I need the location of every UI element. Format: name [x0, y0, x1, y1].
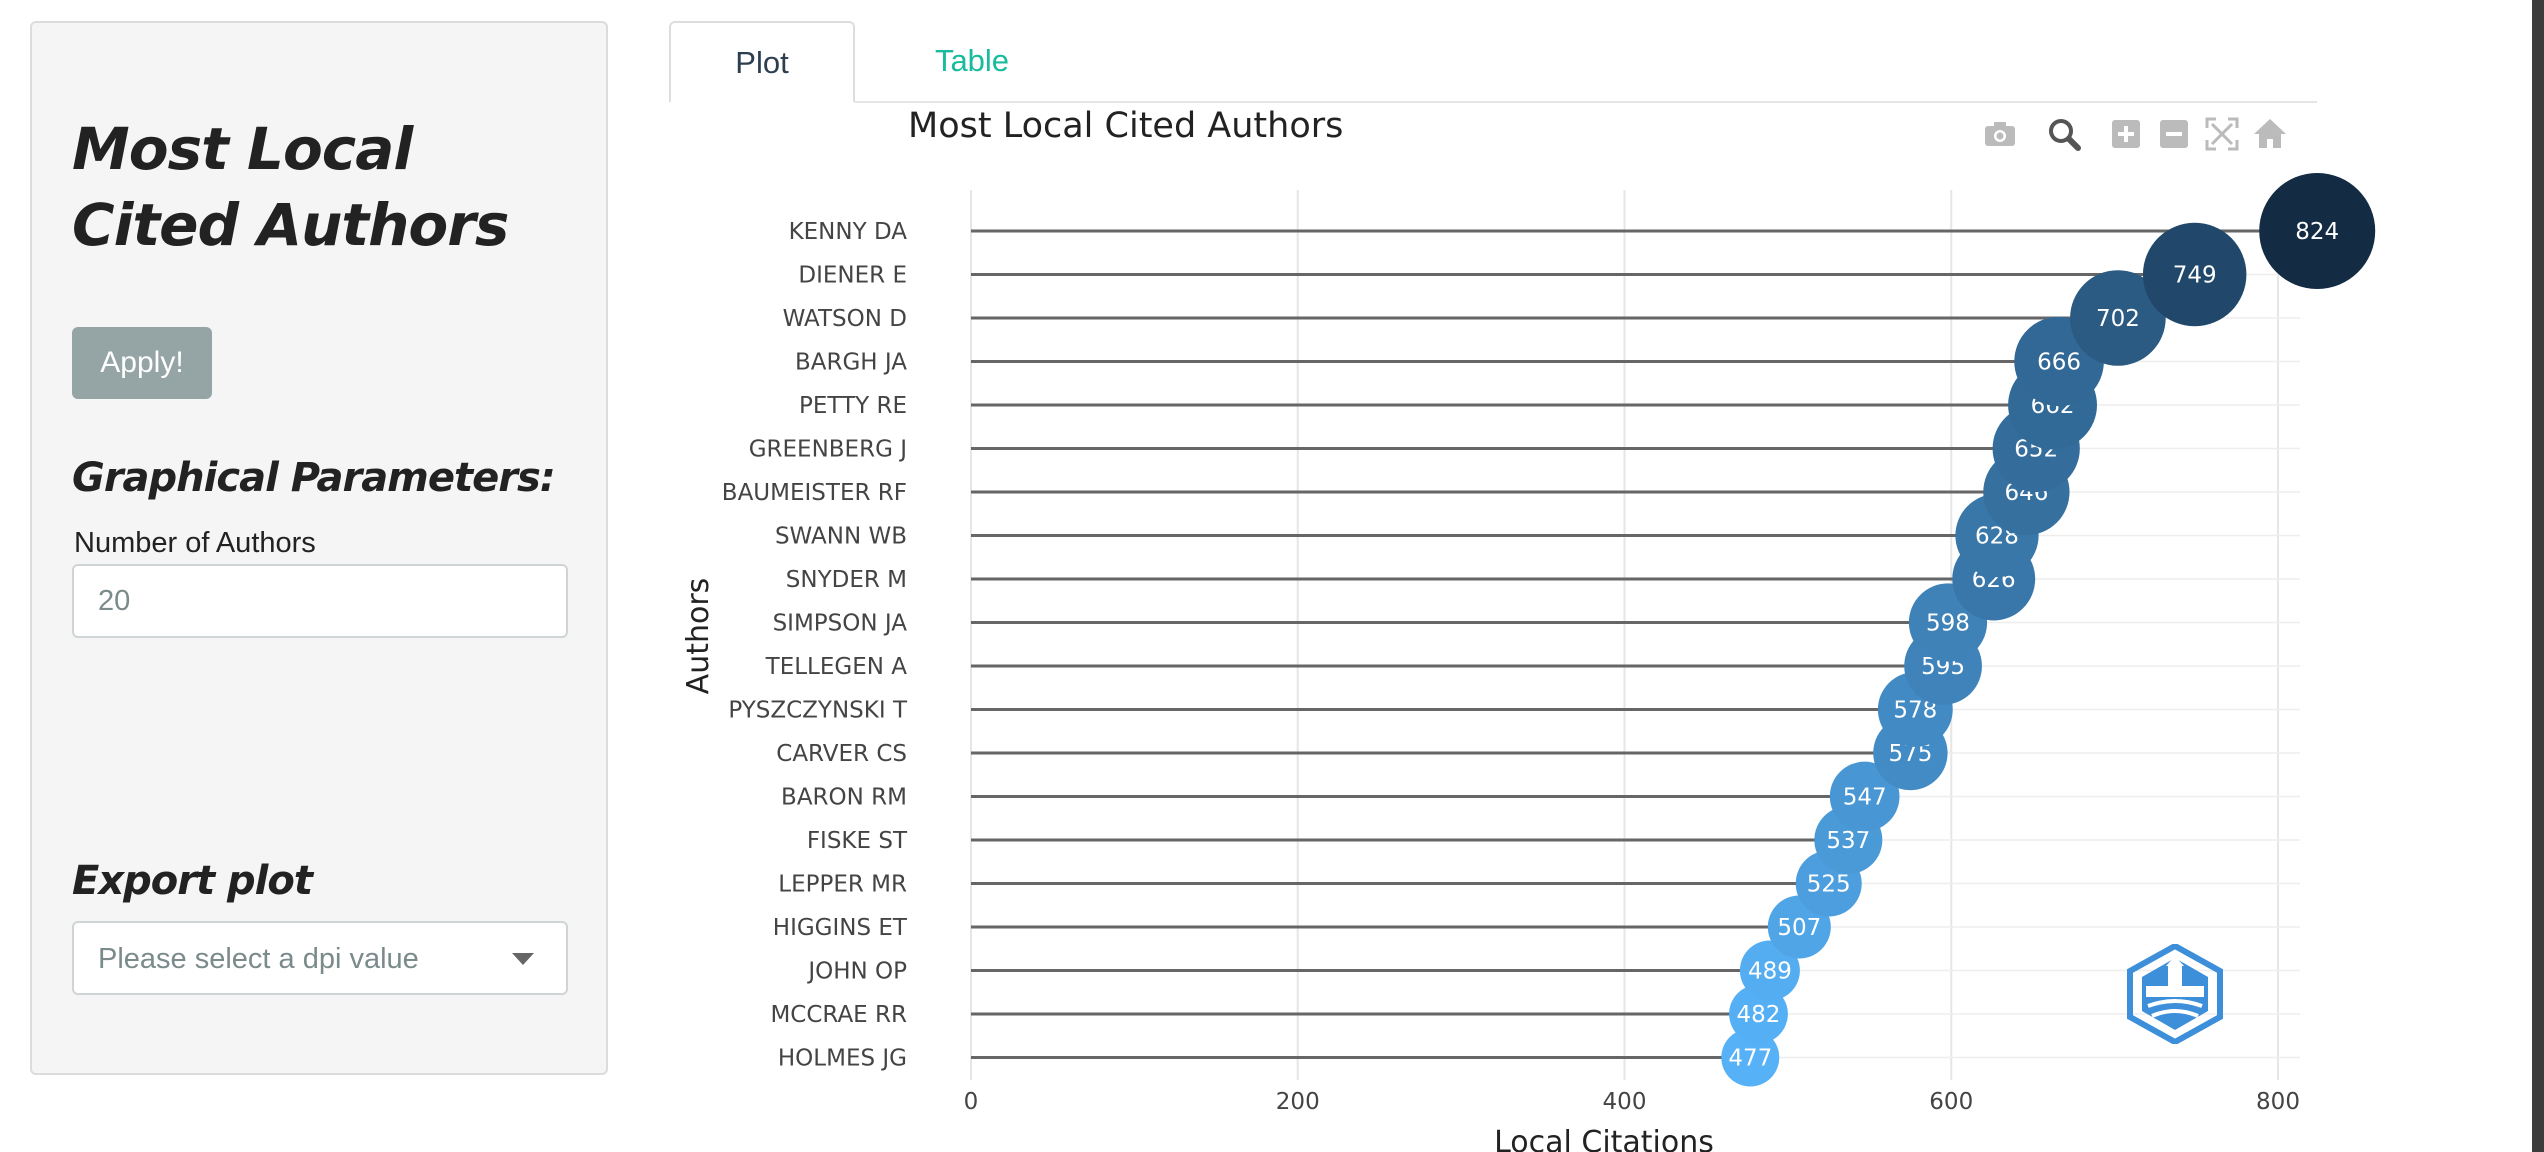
data-bubble[interactable] — [2070, 270, 2166, 366]
data-label: 489 — [1748, 959, 1792, 985]
y-tick-label: BARON RM — [781, 785, 907, 811]
y-tick-label: JOHN OP — [806, 959, 907, 985]
data-bubble[interactable] — [1739, 940, 1800, 1001]
zoom-in-icon[interactable] — [2106, 114, 2146, 154]
plot-modebar — [1980, 114, 2286, 154]
data-bubble[interactable] — [2259, 173, 2376, 289]
bibliometrix-logo — [2127, 944, 2223, 1044]
y-tick-label: BARGH JA — [795, 350, 907, 376]
tab-plot[interactable]: Plot — [669, 21, 855, 103]
home-icon[interactable] — [2250, 114, 2290, 154]
dpi-select[interactable]: Please select a dpi value — [72, 921, 568, 995]
data-label: 507 — [1777, 915, 1821, 941]
y-tick-label: HOLMES JG — [778, 1046, 907, 1072]
x-tick-label: 200 — [1276, 1089, 1320, 1115]
zoom-icon[interactable] — [2044, 114, 2084, 154]
y-tick-label: SWANN WB — [775, 524, 907, 550]
number-of-authors-input[interactable] — [72, 564, 568, 638]
data-label: 537 — [1826, 828, 1870, 854]
data-label: 525 — [1807, 872, 1851, 898]
y-tick-label: CARVER CS — [776, 741, 907, 767]
data-label: 482 — [1737, 1002, 1781, 1028]
window-edge — [2532, 0, 2544, 1152]
autoscale-icon[interactable] — [2202, 114, 2242, 154]
zoom-out-icon[interactable] — [2154, 114, 2194, 154]
data-label: 477 — [1728, 1046, 1772, 1072]
x-tick-label: 0 — [964, 1089, 979, 1115]
camera-icon[interactable] — [1980, 114, 2020, 154]
dpi-select-placeholder: Please select a dpi value — [98, 943, 419, 975]
y-tick-label: SNYDER M — [786, 567, 907, 593]
plot-title: Most Local Cited Authors — [908, 106, 1344, 146]
x-axis-title: Local Citations — [1494, 1125, 1714, 1152]
number-of-authors-label: Number of Authors — [74, 527, 316, 559]
sidebar-panel: Most Local Cited Authors Apply! Graphica… — [30, 21, 608, 1075]
tab-bar: Plot Table — [669, 21, 2317, 103]
y-tick-label: PETTY RE — [799, 393, 907, 419]
y-tick-label: TELLEGEN A — [765, 654, 908, 680]
sidebar-title: Most Local Cited Authors — [72, 115, 509, 259]
data-label: 702 — [2096, 306, 2140, 332]
y-tick-label: WATSON D — [783, 306, 907, 332]
tab-table[interactable]: Table — [934, 43, 1010, 78]
y-tick-label: LEPPER MR — [778, 872, 907, 898]
x-tick-label: 400 — [1603, 1089, 1647, 1115]
y-tick-label: SIMPSON JA — [773, 611, 908, 637]
data-label: 666 — [2037, 350, 2081, 376]
data-bubble[interactable] — [2142, 222, 2247, 327]
export-plot-heading: Export plot — [72, 858, 313, 904]
data-bubble[interactable] — [1829, 761, 1900, 832]
data-label: 824 — [2295, 219, 2339, 245]
y-tick-label: GREENBERG J — [749, 437, 907, 463]
data-bubble[interactable] — [1721, 1028, 1780, 1087]
y-tick-label: PYSZCZYNSKI T — [728, 698, 908, 724]
y-tick-label: FISKE ST — [807, 828, 908, 854]
x-tick-label: 800 — [2256, 1089, 2300, 1115]
data-label: 598 — [1926, 611, 1970, 637]
y-axis-title: Authors — [681, 578, 716, 695]
graphical-parameters-heading: Graphical Parameters: — [72, 455, 556, 501]
apply-button[interactable]: Apply! — [72, 327, 212, 399]
y-tick-label: MCCRAE RR — [770, 1002, 907, 1028]
y-tick-label: KENNY DA — [789, 219, 908, 245]
y-tick-label: DIENER E — [798, 263, 907, 289]
data-label: 749 — [2173, 263, 2217, 289]
data-label: 547 — [1843, 785, 1887, 811]
chevron-down-icon — [512, 953, 534, 965]
y-tick-label: BAUMEISTER RF — [722, 480, 907, 506]
y-tick-label: HIGGINS ET — [773, 915, 908, 941]
x-tick-label: 600 — [1929, 1089, 1973, 1115]
